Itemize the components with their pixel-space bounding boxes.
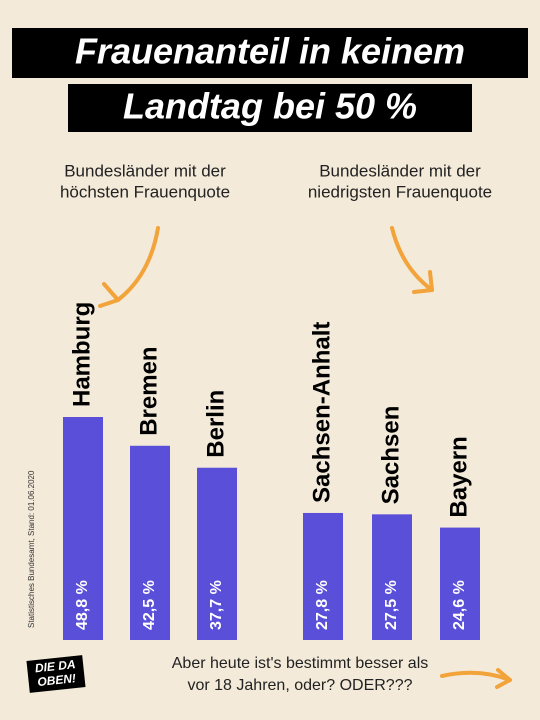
value-label: 27,5 % [383,580,400,630]
logo-text: DIE DA [34,657,76,675]
annotation: Bundesländer mit der [64,161,226,180]
source: Statistisches Bundesamt, Stand: 01.06.20… [27,470,36,628]
category-label: Bremen [135,346,162,435]
logo-text: OBEN! [37,671,77,689]
value-label: 27,8 % [314,580,331,630]
title-box [12,28,528,78]
bar [197,467,237,640]
bar [303,512,343,640]
value-label: 37,7 % [208,580,225,630]
value-label: 42,5 % [141,580,158,630]
arrow [390,226,434,292]
logo: DIE DA OBEN! [26,655,86,693]
footer: Aber heute ist's bestimmt besser als [172,655,429,672]
title-line: Frauenanteil in keinem [75,31,465,72]
arrow-head [412,270,434,294]
arrow-head [98,282,120,308]
annotation: Bundesländer mit der [319,161,481,180]
category-label: Hamburg [68,302,95,407]
logo-box [26,655,86,693]
category-label: Sachsen-Anhalt [308,322,335,503]
bar-group: 48,8 % Hamburg 42,5 % Bremen 37,7 % Berlin 27,… [63,302,480,640]
bar [63,417,103,640]
annotation: niedrigsten Frauenquote [308,182,492,201]
category-label: Berlin [202,390,229,458]
arrow-head [495,668,512,689]
title-box [68,84,472,132]
arrow [440,670,512,682]
value-label: 24,6 % [451,580,468,630]
footer: vor 18 Jahren, oder? ODER??? [187,677,412,694]
arrow [116,226,160,302]
bar [440,527,480,640]
title-line: Landtag bei 50 % [123,86,417,127]
category-label: Sachsen [377,406,404,505]
annotation: höchsten Frauenquote [60,182,230,201]
value-label: 48,8 % [74,580,91,630]
category-label: Bayern [445,436,472,517]
bar [372,514,412,640]
bar [130,445,170,640]
